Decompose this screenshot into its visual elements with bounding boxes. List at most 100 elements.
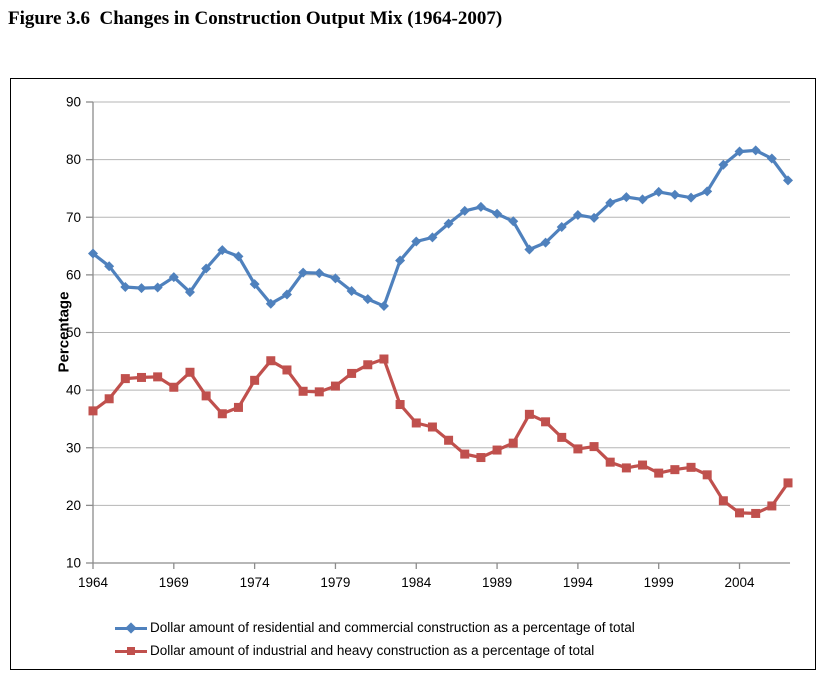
series-line-0 bbox=[91, 148, 790, 308]
data-point-square bbox=[88, 406, 98, 416]
data-point-square bbox=[201, 391, 211, 401]
data-point-diamond bbox=[201, 263, 212, 274]
legend-label-industrial: Dollar amount of industrial and heavy co… bbox=[150, 643, 595, 658]
data-point-diamond bbox=[718, 159, 729, 170]
data-point-square bbox=[411, 418, 421, 428]
data-point-square bbox=[136, 372, 146, 382]
data-point-diamond bbox=[314, 268, 325, 279]
data-point-square bbox=[330, 381, 340, 391]
y-tick-label: 80 bbox=[66, 152, 81, 167]
data-point-diamond bbox=[540, 237, 551, 248]
series-line-1 bbox=[91, 357, 790, 515]
data-point-square bbox=[298, 386, 308, 396]
data-point-square bbox=[217, 409, 227, 419]
data-point-diamond bbox=[378, 300, 389, 311]
data-point-square bbox=[169, 382, 179, 392]
data-point-diamond bbox=[346, 286, 357, 297]
data-point-diamond bbox=[249, 279, 260, 290]
data-point-square bbox=[153, 372, 163, 382]
data-point-diamond bbox=[653, 186, 664, 197]
data-point-square bbox=[266, 356, 276, 366]
data-point-diamond bbox=[395, 255, 406, 266]
data-point-diamond bbox=[184, 287, 195, 298]
legend-label-residential: Dollar amount of residential and commerc… bbox=[150, 620, 635, 635]
chart-frame: Percentage 10 20 30 40 50 60 70 80 90 1964 1969 197… bbox=[10, 78, 816, 670]
data-point-diamond bbox=[492, 208, 503, 219]
diamond-marker-icon bbox=[115, 621, 147, 634]
data-point-diamond bbox=[783, 175, 794, 186]
data-point-diamond bbox=[686, 192, 697, 203]
x-tick-label: 1964 bbox=[78, 575, 109, 590]
data-point-diamond bbox=[168, 272, 179, 283]
data-point-diamond bbox=[362, 294, 373, 305]
data-point-square bbox=[670, 465, 680, 475]
x-tick-label: 1974 bbox=[240, 575, 271, 590]
data-point-diamond bbox=[524, 244, 535, 255]
data-point-diamond bbox=[766, 153, 777, 164]
square-marker-icon bbox=[115, 645, 147, 657]
data-point-square bbox=[735, 508, 745, 518]
data-point-square bbox=[427, 422, 437, 432]
data-point-square bbox=[638, 460, 648, 470]
data-point-diamond bbox=[265, 298, 276, 309]
data-point-diamond bbox=[330, 273, 341, 284]
figure-title: Figure 3.6 Changes in Construction Outpu… bbox=[8, 8, 503, 29]
data-point-diamond bbox=[459, 205, 470, 216]
data-point-square bbox=[767, 501, 777, 511]
y-tick-label: 90 bbox=[66, 95, 81, 110]
data-point-diamond bbox=[605, 197, 616, 208]
x-tick-label: 2004 bbox=[724, 575, 755, 590]
data-point-square bbox=[492, 445, 502, 455]
data-point-diamond bbox=[734, 146, 745, 157]
data-point-square bbox=[120, 374, 130, 384]
y-tick-label: 40 bbox=[66, 383, 81, 398]
data-point-diamond bbox=[104, 261, 115, 272]
data-point-square bbox=[444, 435, 454, 445]
plot-svg: 10 20 30 40 50 60 70 80 90 1964 1969 1974 1979 1984 19… bbox=[66, 95, 794, 590]
y-tick-label: 10 bbox=[66, 556, 81, 571]
data-point-diamond bbox=[233, 251, 244, 262]
data-point-square bbox=[524, 409, 534, 419]
y-tick-label: 60 bbox=[66, 267, 81, 282]
data-point-square bbox=[233, 402, 243, 412]
y-tick-label: 50 bbox=[66, 325, 81, 340]
x-tick-label: 1979 bbox=[320, 575, 350, 590]
data-point-diamond bbox=[475, 201, 486, 212]
data-point-diamond bbox=[152, 282, 163, 293]
data-point-square bbox=[282, 365, 292, 375]
data-point-diamond bbox=[750, 145, 761, 156]
data-point-diamond bbox=[589, 212, 600, 223]
data-point-square bbox=[185, 367, 195, 377]
data-point-square bbox=[621, 463, 631, 473]
data-point-square bbox=[395, 400, 405, 410]
data-point-diamond bbox=[702, 186, 713, 197]
data-point-square bbox=[605, 457, 615, 467]
x-tick-label: 1994 bbox=[563, 575, 594, 590]
data-point-square bbox=[314, 387, 324, 397]
data-point-square bbox=[379, 354, 389, 364]
data-point-diamond bbox=[443, 218, 454, 229]
data-point-square bbox=[250, 375, 260, 385]
data-point-diamond bbox=[508, 216, 519, 227]
x-tick-label: 1969 bbox=[159, 575, 189, 590]
data-point-diamond bbox=[411, 236, 422, 247]
x-tick-label: 1989 bbox=[482, 575, 512, 590]
data-point-diamond bbox=[281, 289, 292, 300]
x-tick-label: 1984 bbox=[401, 575, 432, 590]
legend: Dollar amount of residential and commerc… bbox=[115, 620, 635, 658]
x-tick-label: 1999 bbox=[644, 575, 674, 590]
data-point-square bbox=[686, 462, 696, 472]
data-point-diamond bbox=[88, 248, 98, 259]
data-point-square bbox=[541, 417, 551, 427]
data-point-diamond bbox=[572, 209, 583, 220]
data-point-square bbox=[751, 508, 761, 518]
data-point-square bbox=[702, 470, 712, 480]
data-point-square bbox=[783, 478, 793, 488]
data-point-diamond bbox=[556, 222, 567, 233]
data-point-square bbox=[589, 442, 599, 452]
data-point-diamond bbox=[298, 267, 309, 278]
data-point-square bbox=[557, 432, 567, 442]
y-tick-label: 30 bbox=[66, 440, 81, 455]
data-point-diamond bbox=[637, 194, 648, 205]
data-point-square bbox=[460, 449, 470, 459]
